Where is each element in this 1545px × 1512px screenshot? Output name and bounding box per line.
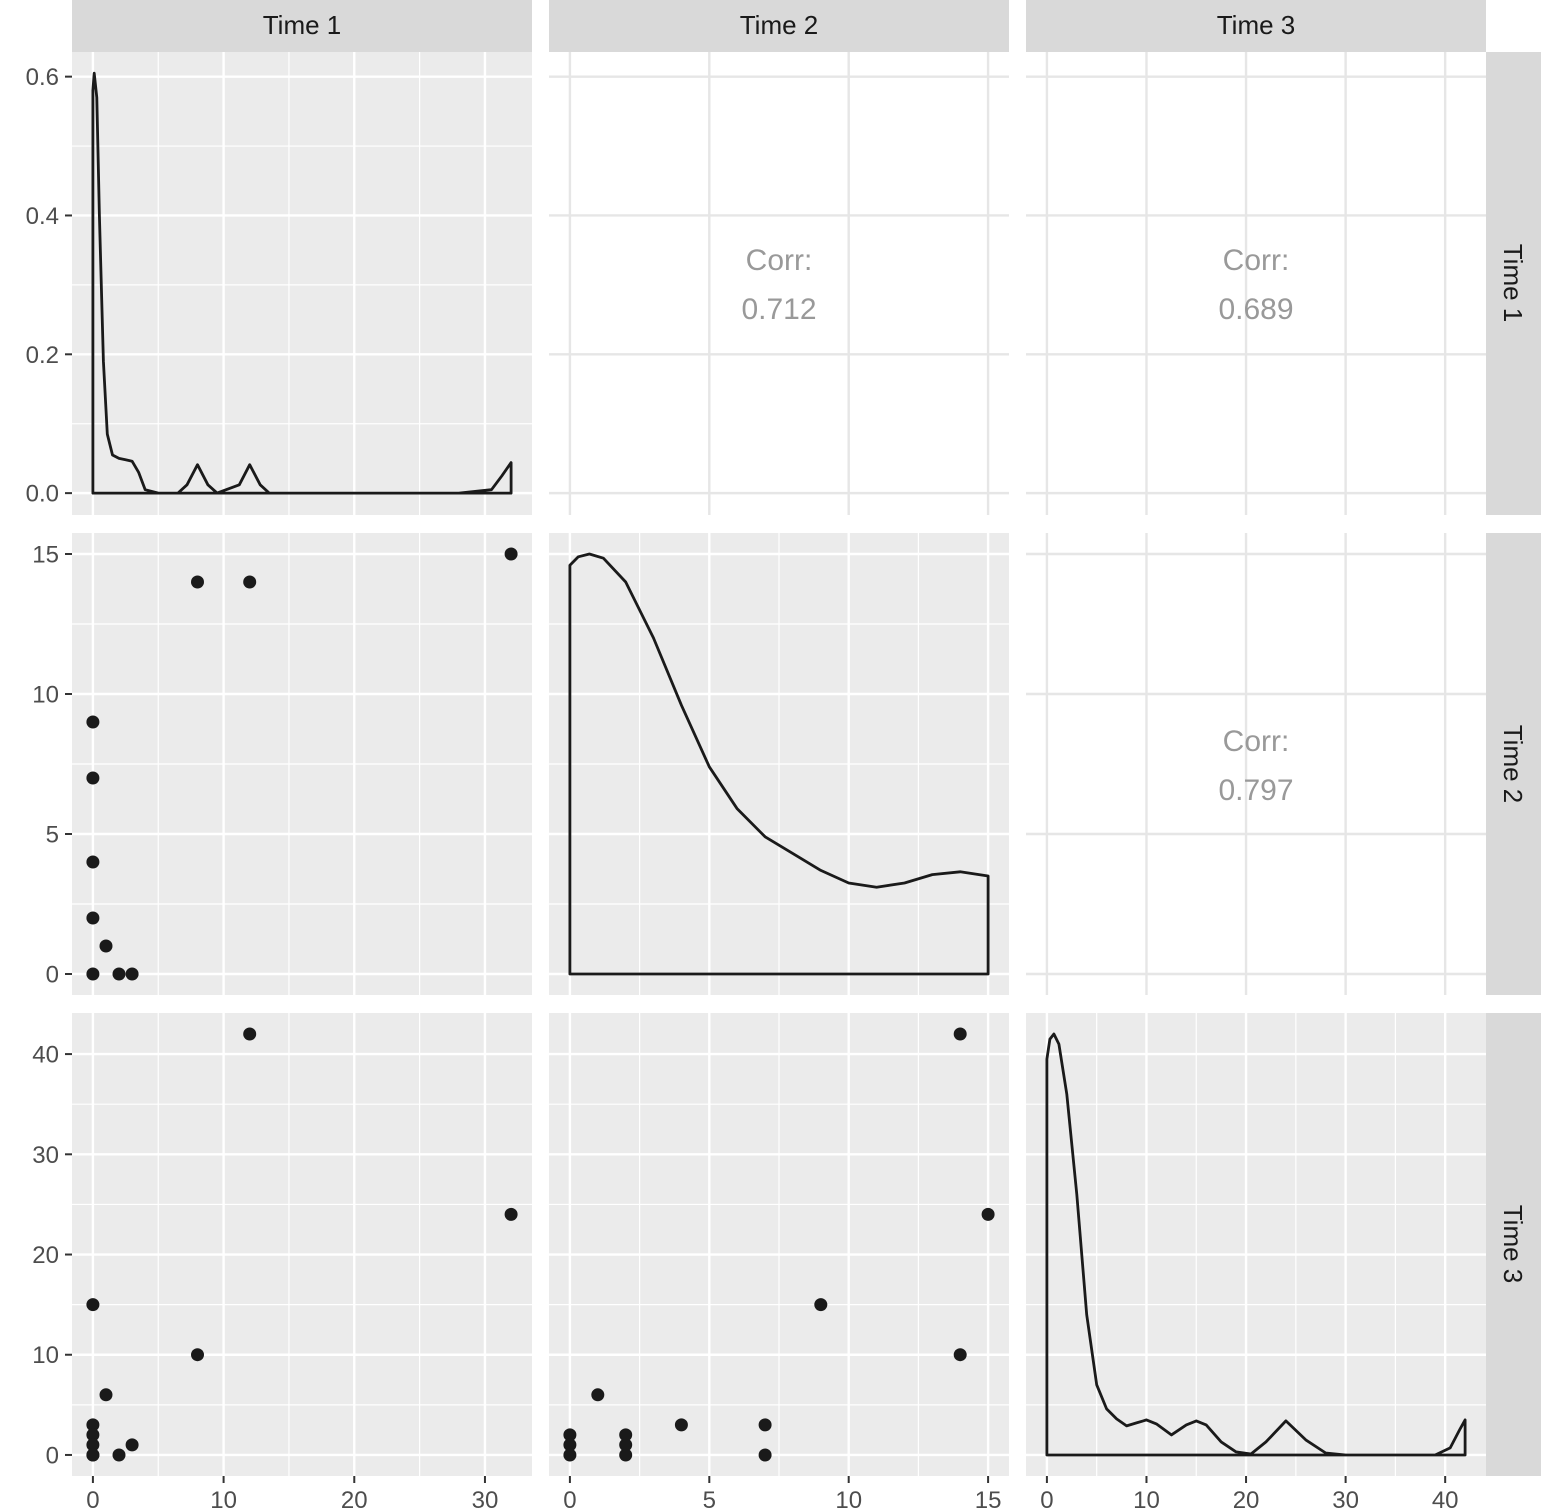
x-tick-label-col2-2: 10 <box>835 1487 862 1512</box>
x-tick-label-col1-2: 20 <box>341 1487 368 1512</box>
x-tick-label-col1-1: 10 <box>210 1487 237 1512</box>
point-time1-time2-3 <box>86 715 100 729</box>
point-time2-time3-7 <box>563 1428 577 1442</box>
y-tick-label-row3-1: 10 <box>32 1342 59 1369</box>
y-tick-label-row1-2: 0.4 <box>26 203 59 230</box>
strip-col-1 <box>72 0 532 52</box>
point-time1-time2-9 <box>112 967 126 981</box>
x-tick-label-col1-3: 30 <box>472 1487 499 1512</box>
point-time1-time2-7 <box>99 939 113 953</box>
panel-bg-r1c1 <box>72 52 532 515</box>
y-tick-label-row1-1: 0.2 <box>26 342 59 369</box>
strip-row-2 <box>1486 533 1541 995</box>
point-time2-time3-2 <box>814 1298 828 1312</box>
point-time2-time3-11 <box>619 1438 633 1452</box>
x-tick-label-col3-0: 0 <box>1040 1487 1053 1512</box>
panel-bg-r3c3 <box>1026 1013 1486 1476</box>
strip-col-2 <box>549 0 1009 52</box>
strip-row-1 <box>1486 52 1541 515</box>
point-time2-time3-6 <box>758 1418 772 1432</box>
panel-bg-r3c1 <box>72 1013 532 1476</box>
point-time1-time2-5 <box>86 855 100 869</box>
point-time1-time3-6 <box>86 1428 100 1442</box>
strip-label-row-3: Time 3 <box>1498 1205 1528 1284</box>
y-tick-label-row2-1: 5 <box>46 822 59 849</box>
point-time1-time2-0 <box>504 547 518 561</box>
point-time1-time2-2 <box>243 575 257 589</box>
point-time1-time3-11 <box>86 1448 100 1462</box>
point-time2-time3-8 <box>563 1438 577 1452</box>
point-time1-time2-10 <box>125 967 139 981</box>
point-time2-time3-3 <box>953 1348 967 1362</box>
point-time1-time2-4 <box>86 771 100 785</box>
point-time2-time3-1 <box>981 1207 995 1221</box>
point-time1-time2-1 <box>191 575 204 589</box>
y-tick-label-row2-0: 0 <box>46 962 59 989</box>
strip-label-row-2: Time 2 <box>1498 725 1528 804</box>
point-time1-time2-6 <box>86 911 100 925</box>
point-time2-time3-12 <box>619 1448 633 1462</box>
x-tick-label-col2-1: 5 <box>703 1487 716 1512</box>
point-time1-time3-5 <box>86 1418 100 1432</box>
y-tick-label-row1-0: 0.0 <box>26 481 59 508</box>
point-time1-time3-2 <box>86 1298 100 1312</box>
point-time1-time3-0 <box>243 1027 257 1041</box>
point-time2-time3-9 <box>563 1448 577 1462</box>
point-time2-time3-4 <box>591 1388 605 1402</box>
x-tick-label-col3-2: 20 <box>1233 1487 1260 1512</box>
corr-label-t1-t3: Corr: <box>1223 244 1290 277</box>
y-tick-label-row2-3: 15 <box>32 542 59 569</box>
x-tick-label-col3-1: 10 <box>1133 1487 1160 1512</box>
point-time2-time3-10 <box>619 1428 633 1442</box>
strip-col-3 <box>1026 0 1486 52</box>
strip-label-col-2: Time 2 <box>740 10 819 40</box>
y-tick-label-row3-2: 20 <box>32 1242 59 1269</box>
y-tick-label-row2-2: 10 <box>32 682 59 709</box>
point-time1-time3-1 <box>504 1207 518 1221</box>
point-time1-time3-9 <box>125 1438 139 1452</box>
point-time2-time3-13 <box>758 1448 772 1462</box>
marks-layer <box>86 71 1467 1462</box>
y-tick-label-row1-3: 0.6 <box>26 64 59 91</box>
corr-label-t2-t3: Corr: <box>1223 725 1290 758</box>
corr-value-t2-t3: 0.797 <box>1218 774 1293 807</box>
strip-row-3 <box>1486 1013 1541 1476</box>
x-tick-label-col2-0: 0 <box>563 1487 576 1512</box>
panel-bg-r1c3 <box>1026 52 1486 515</box>
point-time1-time2-8 <box>86 967 100 981</box>
strip-label-col-3: Time 3 <box>1217 10 1296 40</box>
strip-label-row-1: Time 1 <box>1498 244 1528 323</box>
x-tick-label-col3-3: 30 <box>1332 1487 1359 1512</box>
point-time1-time3-10 <box>112 1448 126 1462</box>
density-curve-time2 <box>568 552 990 976</box>
point-time1-time3-7 <box>86 1438 100 1452</box>
x-tick-label-col1-0: 0 <box>86 1487 99 1512</box>
corr-label-t1-t2: Corr: <box>746 244 813 277</box>
point-time1-time3-3 <box>191 1348 204 1362</box>
density-curve-time1 <box>91 71 513 495</box>
y-tick-label-row3-4: 40 <box>32 1042 59 1069</box>
strip-label-col-1: Time 1 <box>263 10 342 40</box>
corr-value-t1-t3: 0.689 <box>1218 293 1293 326</box>
density-curve-time3 <box>1045 1032 1467 1457</box>
y-tick-label-row3-3: 30 <box>32 1142 59 1169</box>
point-time2-time3-5 <box>674 1418 688 1432</box>
x-tick-label-col3-4: 40 <box>1432 1487 1459 1512</box>
corr-value-t1-t2: 0.712 <box>741 293 816 326</box>
x-tick-label-col2-3: 15 <box>975 1487 1002 1512</box>
y-tick-label-row3-0: 0 <box>46 1442 59 1469</box>
point-time1-time3-4 <box>99 1388 113 1402</box>
point-time2-time3-0 <box>953 1027 967 1041</box>
ticks-layer: 0.0 0.2 0.4 0.6 0 5 10 15 0 10 20 30 40 0 10 20 30 0 5 10 15… <box>26 64 1459 1512</box>
